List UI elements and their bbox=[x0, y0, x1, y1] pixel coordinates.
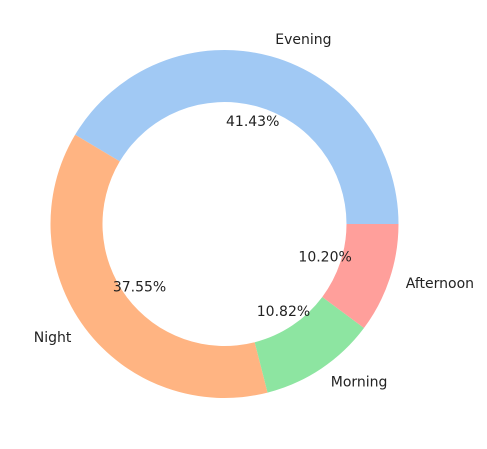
pct-label-evening: 41.43% bbox=[226, 114, 279, 130]
pct-label-afternoon: 10.20% bbox=[298, 249, 351, 265]
pct-label-night: 37.55% bbox=[113, 279, 166, 295]
slice-label-night: Night bbox=[34, 330, 72, 346]
slice-label-afternoon: Afternoon bbox=[406, 276, 474, 292]
slice-night bbox=[50, 134, 268, 399]
slice-label-evening: Evening bbox=[275, 32, 331, 48]
slice-evening bbox=[75, 50, 399, 224]
pct-label-morning: 10.82% bbox=[257, 304, 310, 320]
slice-morning bbox=[254, 296, 364, 393]
slice-label-morning: Morning bbox=[331, 375, 388, 391]
slice-afternoon bbox=[322, 224, 399, 329]
